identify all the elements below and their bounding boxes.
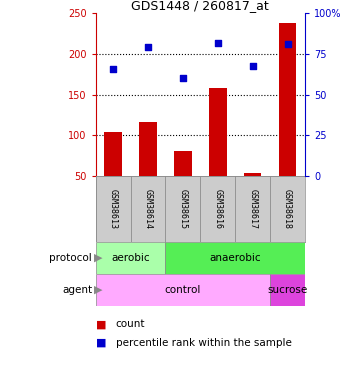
Text: ■: ■ — [96, 320, 106, 329]
Bar — [235, 176, 270, 242]
Bar — [209, 88, 227, 176]
Text: aerobic: aerobic — [111, 253, 150, 263]
Bar — [200, 176, 235, 242]
Text: GSM38615: GSM38615 — [178, 189, 187, 229]
Point — [110, 66, 116, 72]
Text: GSM38617: GSM38617 — [248, 189, 257, 229]
Point — [145, 44, 151, 50]
Text: percentile rank within the sample: percentile rank within the sample — [116, 338, 291, 348]
Text: GSM38613: GSM38613 — [109, 189, 118, 229]
Bar — [131, 176, 165, 242]
Bar — [270, 176, 305, 242]
Bar — [96, 242, 165, 274]
Text: GSM38618: GSM38618 — [283, 189, 292, 229]
Bar — [96, 176, 131, 242]
Text: agent: agent — [62, 285, 92, 295]
Bar — [104, 132, 122, 176]
Text: ■: ■ — [96, 338, 106, 348]
Bar — [96, 274, 270, 306]
Title: GDS1448 / 260817_at: GDS1448 / 260817_at — [131, 0, 269, 12]
Point — [250, 63, 256, 69]
Bar — [279, 23, 296, 176]
Text: ▶: ▶ — [94, 285, 103, 295]
Text: GSM38614: GSM38614 — [144, 189, 152, 229]
Text: anaerobic: anaerobic — [209, 253, 261, 263]
Text: control: control — [165, 285, 201, 295]
Text: GSM38616: GSM38616 — [213, 189, 222, 229]
Point — [215, 40, 221, 46]
Bar — [165, 242, 305, 274]
Text: protocol: protocol — [49, 253, 92, 263]
Bar — [244, 173, 261, 176]
Text: ▶: ▶ — [94, 253, 103, 263]
Bar — [139, 122, 157, 176]
Point — [180, 75, 186, 81]
Text: sucrose: sucrose — [268, 285, 308, 295]
Bar — [174, 151, 192, 176]
Point — [285, 41, 291, 47]
Text: count: count — [116, 320, 145, 329]
Bar — [165, 176, 200, 242]
Bar — [270, 274, 305, 306]
